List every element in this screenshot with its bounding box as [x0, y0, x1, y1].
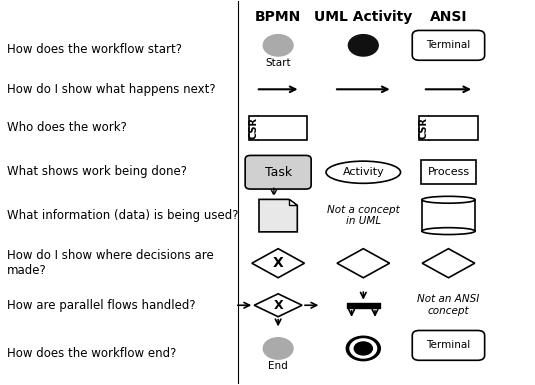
Text: Not an ANSI
concept: Not an ANSI concept — [417, 295, 479, 316]
Ellipse shape — [326, 161, 401, 183]
Text: Task: Task — [265, 166, 292, 179]
FancyBboxPatch shape — [419, 116, 478, 140]
Circle shape — [263, 35, 293, 56]
Ellipse shape — [422, 196, 475, 203]
Text: What shows work being done?: What shows work being done? — [7, 165, 187, 178]
Circle shape — [346, 336, 380, 361]
FancyBboxPatch shape — [421, 161, 476, 184]
Polygon shape — [422, 249, 475, 278]
Text: Start: Start — [265, 58, 291, 68]
FancyBboxPatch shape — [249, 116, 308, 140]
Text: Process: Process — [427, 167, 470, 177]
Polygon shape — [252, 249, 304, 278]
Text: Not a concept
in UML: Not a concept in UML — [327, 205, 400, 226]
Text: Terminal: Terminal — [426, 340, 471, 350]
Text: What information (data) is being used?: What information (data) is being used? — [7, 209, 238, 222]
Text: X: X — [273, 299, 283, 312]
Text: UML Activity: UML Activity — [314, 10, 412, 24]
Text: X: X — [273, 256, 284, 270]
Text: BPMN: BPMN — [255, 10, 301, 24]
Polygon shape — [254, 294, 302, 317]
Text: ANSI: ANSI — [430, 10, 467, 24]
Circle shape — [354, 342, 372, 355]
Text: How are parallel flows handled?: How are parallel flows handled? — [7, 299, 195, 312]
Polygon shape — [259, 199, 297, 232]
Text: Activity: Activity — [342, 167, 384, 177]
Polygon shape — [289, 199, 297, 206]
Text: How do I show where decisions are
made?: How do I show where decisions are made? — [7, 249, 213, 277]
Text: CSR: CSR — [418, 117, 429, 139]
Polygon shape — [337, 249, 389, 278]
Circle shape — [350, 339, 377, 358]
Circle shape — [348, 35, 378, 56]
Text: How does the workflow end?: How does the workflow end? — [7, 346, 176, 360]
Text: CSR: CSR — [248, 117, 258, 139]
Text: How do I show what happens next?: How do I show what happens next? — [7, 83, 215, 96]
Text: End: End — [268, 362, 288, 372]
FancyBboxPatch shape — [412, 30, 485, 60]
Ellipse shape — [422, 228, 475, 234]
Text: Terminal: Terminal — [426, 40, 471, 50]
FancyBboxPatch shape — [245, 156, 311, 189]
FancyBboxPatch shape — [422, 200, 475, 231]
Text: Who does the work?: Who does the work? — [7, 121, 127, 134]
FancyBboxPatch shape — [412, 330, 485, 360]
Text: How does the workflow start?: How does the workflow start? — [7, 43, 182, 56]
Circle shape — [263, 338, 293, 359]
